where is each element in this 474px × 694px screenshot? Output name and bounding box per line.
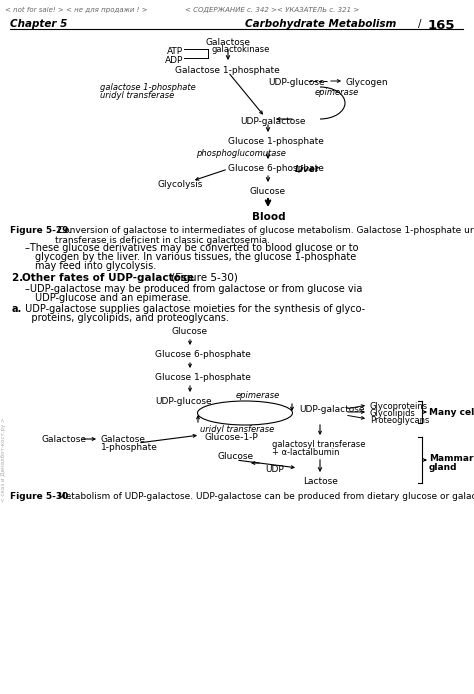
Text: Conversion of galactose to intermediates of glucose metabolism. Galactose 1-phos: Conversion of galactose to intermediates…: [55, 226, 474, 246]
Text: 165: 165: [428, 19, 456, 32]
Text: Galactose: Galactose: [101, 435, 146, 444]
Text: gland: gland: [429, 463, 457, 472]
Text: galactosyl transferase: galactosyl transferase: [272, 440, 365, 449]
Text: Glycoproteins: Glycoproteins: [370, 402, 428, 411]
Text: UDP-glucose: UDP-glucose: [155, 397, 211, 406]
Text: proteins, glycolipids, and proteoglycans.: proteins, glycolipids, and proteoglycans…: [22, 313, 229, 323]
Text: may feed into glycolysis.: may feed into glycolysis.: [35, 261, 156, 271]
Text: 2.: 2.: [12, 273, 27, 283]
Text: Other fates of UDP-galactose: Other fates of UDP-galactose: [22, 273, 194, 283]
Text: UDP-glucose: UDP-glucose: [268, 78, 325, 87]
Text: (Figure 5-30): (Figure 5-30): [168, 273, 238, 283]
Text: Many cells: Many cells: [429, 408, 474, 417]
Text: Chapter 5: Chapter 5: [10, 19, 67, 29]
Text: glycogen by the liver. In various tissues, the glucose 1-phosphate: glycogen by the liver. In various tissue…: [35, 252, 356, 262]
Text: galactose 1-phosphate: galactose 1-phosphate: [100, 83, 196, 92]
Text: uridyl transferase: uridyl transferase: [200, 425, 274, 434]
Text: ATP: ATP: [167, 47, 183, 56]
Text: Glycolysis: Glycolysis: [158, 180, 203, 189]
Text: epimerase: epimerase: [315, 88, 359, 97]
Text: –These glucose derivatives may be converted to blood glucose or to: –These glucose derivatives may be conver…: [25, 243, 358, 253]
Text: Galactose: Galactose: [42, 435, 87, 444]
Text: UDP-galactose: UDP-galactose: [299, 405, 365, 414]
Text: + α-lactalbumin: + α-lactalbumin: [272, 448, 339, 457]
Text: a.: a.: [12, 304, 22, 314]
Text: Blood: Blood: [252, 212, 286, 222]
Text: Glucose 1-phosphate: Glucose 1-phosphate: [228, 137, 324, 146]
Text: /: /: [418, 19, 421, 29]
Text: Glucose 6-phosphate: Glucose 6-phosphate: [228, 164, 324, 173]
Text: Glucose 6-phosphate: Glucose 6-phosphate: [155, 350, 251, 359]
Text: uridyl transferase: uridyl transferase: [100, 91, 174, 100]
Text: epimerase: epimerase: [236, 391, 280, 400]
Text: Carbohydrate Metabolism: Carbohydrate Metabolism: [245, 19, 396, 29]
Text: Figure 5-29.: Figure 5-29.: [10, 226, 72, 235]
Text: Glucose-1-P: Glucose-1-P: [205, 433, 259, 442]
Text: phosphoglucomutase: phosphoglucomutase: [196, 149, 286, 158]
Text: –UDP-galactose may be produced from galactose or from glucose via: –UDP-galactose may be produced from gala…: [25, 284, 363, 294]
Text: Metabolism of UDP-galactose. UDP-galactose can be produced from dietary glucose : Metabolism of UDP-galactose. UDP-galacto…: [55, 492, 474, 501]
Text: < not for sale! > < не для продажи ! >: < not for sale! > < не для продажи ! >: [5, 7, 147, 13]
Text: Mammary: Mammary: [429, 454, 474, 463]
Text: Glucose: Glucose: [172, 327, 208, 336]
Text: Figure 5-30.: Figure 5-30.: [10, 492, 72, 501]
Text: Glucose: Glucose: [250, 187, 286, 196]
Text: Proteoglycans: Proteoglycans: [370, 416, 429, 425]
Text: UDP-galactose supplies galactose moieties for the synthesis of glyco-: UDP-galactose supplies galactose moietie…: [22, 304, 365, 314]
Text: Glucose: Glucose: [218, 452, 254, 461]
Text: < сказ и Деналбот-кост.ру >: < сказ и Деналбот-кост.ру >: [1, 418, 7, 502]
Text: Galactose: Galactose: [206, 38, 250, 47]
Text: 1-phosphate: 1-phosphate: [101, 443, 158, 452]
Text: ADP: ADP: [164, 56, 183, 65]
Text: galactokinase: galactokinase: [212, 45, 270, 54]
Text: UDP: UDP: [265, 465, 284, 474]
Text: Glycogen: Glycogen: [346, 78, 389, 87]
Text: Lactose: Lactose: [303, 477, 338, 486]
Text: UDP-glucose and an epimerase.: UDP-glucose and an epimerase.: [35, 293, 191, 303]
Text: Liver: Liver: [295, 165, 320, 174]
Text: UDP-galactose: UDP-galactose: [240, 117, 306, 126]
Text: Glucose 1-phosphate: Glucose 1-phosphate: [155, 373, 251, 382]
Text: Glycolipids: Glycolipids: [370, 409, 416, 418]
Text: Galactose 1-phosphate: Galactose 1-phosphate: [175, 66, 280, 75]
Text: < СОДЕРЖАНИЕ с. 342 >< УКАЗАТЕЛЬ с. 321 >: < СОДЕРЖАНИЕ с. 342 >< УКАЗАТЕЛЬ с. 321 …: [185, 7, 359, 13]
